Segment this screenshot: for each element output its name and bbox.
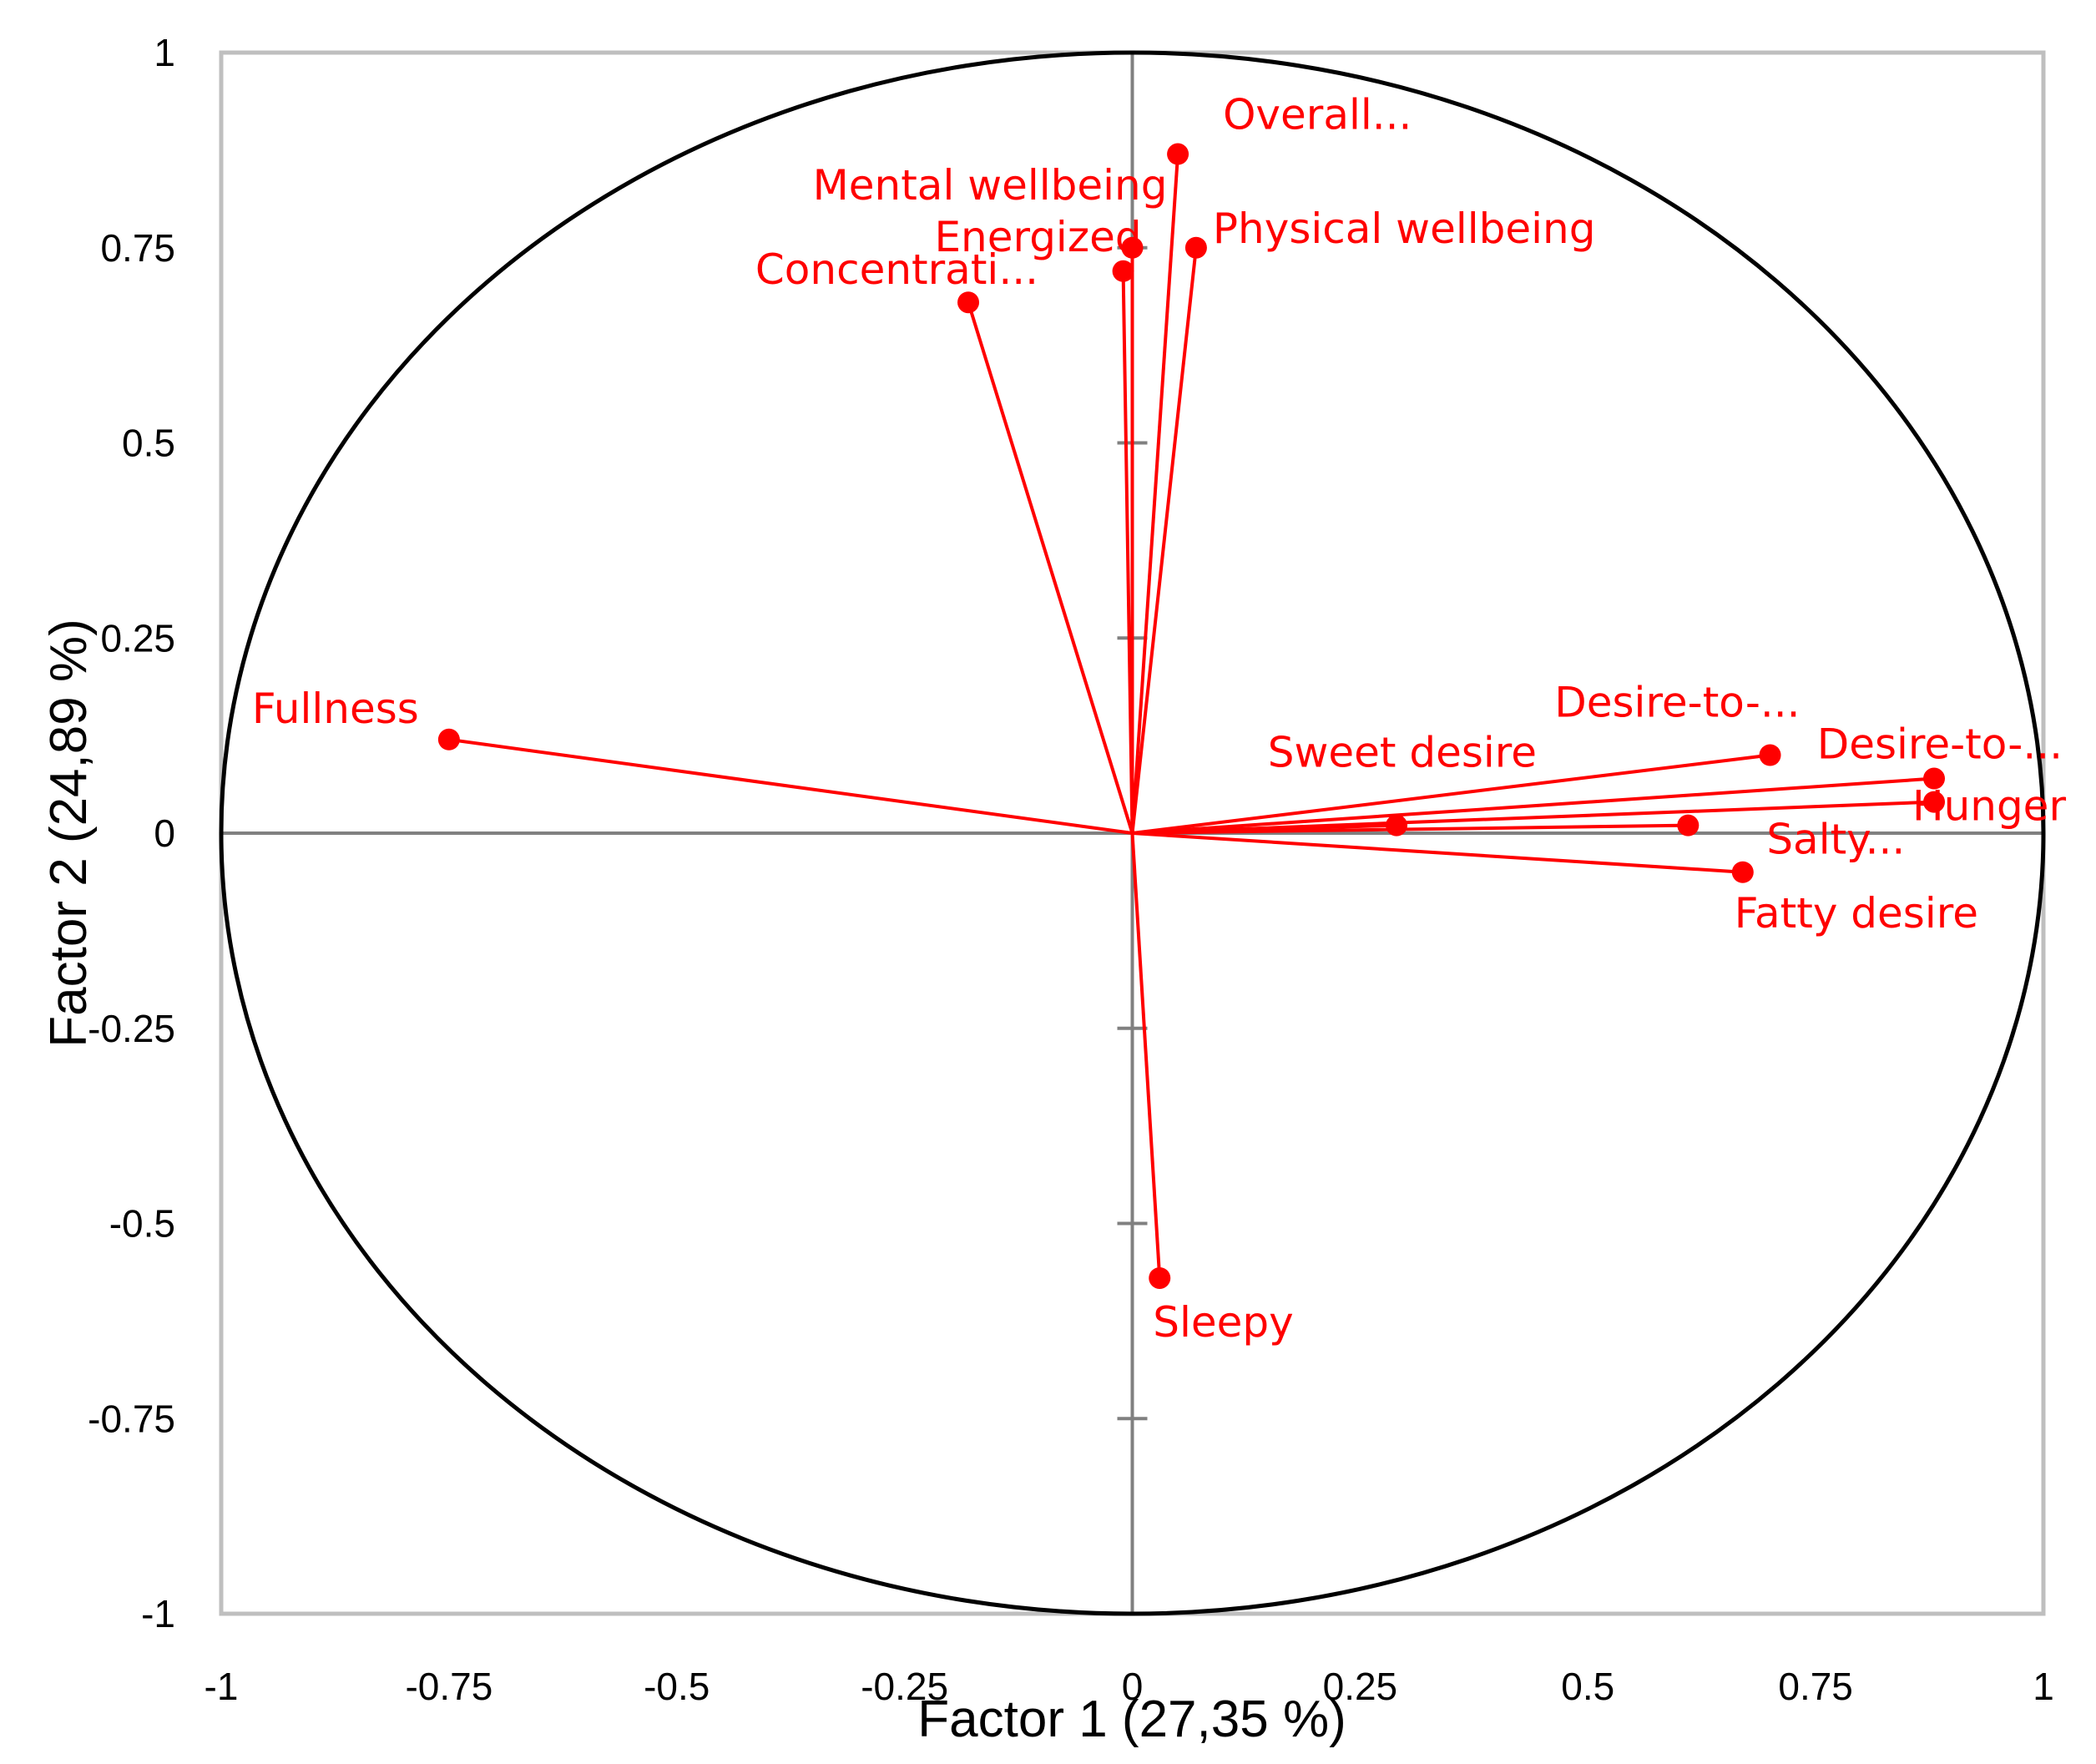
loading-point [1923, 767, 1946, 790]
loading-point [1677, 814, 1700, 837]
variable-label: Concentrati... [755, 245, 1038, 294]
loading-vector [1132, 823, 1689, 835]
y-tick-label: -1 [141, 1592, 175, 1635]
x-tick-label: -0.75 [405, 1665, 492, 1708]
loading-point [1112, 260, 1134, 282]
x-tick-label: 0.25 [1323, 1665, 1398, 1708]
y-tick-label: -0.5 [109, 1202, 175, 1246]
loading-point [957, 291, 980, 314]
loading-point [1167, 143, 1189, 165]
x-tick-label: -0.5 [644, 1665, 710, 1708]
loading-point [1121, 236, 1144, 259]
variable-label: Fatty desire [1735, 889, 1978, 938]
x-tick-label: 0.75 [1778, 1665, 1853, 1708]
variable-label: Desire-to-... [1554, 679, 1800, 727]
unit-circle [219, 50, 2046, 1616]
circle-layer [219, 50, 2046, 1616]
x-tick-label: -0.25 [861, 1665, 948, 1708]
x-tick-label: 0.5 [1561, 1665, 1614, 1708]
loading-point [1149, 1266, 1171, 1289]
y-tick-label: 0.75 [100, 226, 175, 270]
x-axis-title: Factor 1 (27,35 %) [917, 1691, 1346, 1748]
variable-label: Energized [934, 213, 1141, 261]
loading-vector [1130, 832, 1162, 1279]
variable-label: Desire-to-... [1817, 720, 2063, 769]
loading-vector [1121, 270, 1134, 834]
y-tick-label: -0.75 [88, 1397, 175, 1440]
y-tick-label: 0.25 [100, 616, 175, 660]
loading-vector [1130, 247, 1198, 834]
variable-label: Overall... [1223, 91, 1412, 139]
loading-vector [1132, 831, 1743, 874]
loading-vector [448, 737, 1133, 835]
points-layer [437, 143, 1946, 1289]
y-tick-label: -0.25 [88, 1007, 175, 1050]
y-tick-label: 0 [154, 811, 175, 855]
y-axis-title: Factor 2 (24,89 %) [40, 619, 98, 1047]
variable-label: Sweet desire [1268, 729, 1537, 777]
loading-point [1923, 791, 1946, 813]
loading-vector [1132, 800, 1935, 835]
loading-vector [1132, 776, 1935, 835]
loading-vector [1132, 753, 1770, 835]
loading-vector [1130, 154, 1180, 834]
loading-vector [967, 301, 1134, 834]
loading-point [437, 728, 460, 751]
variable-label: Mental wellbeing [813, 161, 1168, 210]
variable-label: Fullness [252, 685, 419, 733]
ticks-layer: -1 -0.75 -0.5 -0.25 0 0.25 0.5 0.75 1 1 0.75 0.5 0.2… [88, 31, 2054, 1708]
x-tick-label: -1 [205, 1665, 239, 1708]
y-tick-label: 1 [154, 31, 175, 74]
vectors-layer [448, 154, 1935, 1279]
x-tick-label: 1 [2033, 1665, 2054, 1708]
variable-label: Hunger [1912, 782, 2066, 831]
loading-point [1184, 236, 1207, 259]
variable-label: Physical wellbeing [1213, 205, 1596, 253]
loading-point [1386, 814, 1408, 837]
x-tick-label: 0 [1122, 1665, 1144, 1708]
y-tick-label: 0.5 [122, 422, 175, 465]
loading-point [1759, 744, 1781, 766]
variable-label: Sleepy [1153, 1298, 1293, 1347]
variable-label: Salty... [1766, 816, 1905, 864]
loading-point [1731, 861, 1754, 883]
